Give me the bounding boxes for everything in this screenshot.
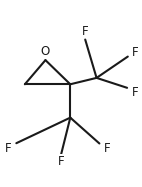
Text: F: F bbox=[132, 46, 138, 59]
Text: F: F bbox=[5, 142, 12, 155]
Text: F: F bbox=[104, 142, 110, 155]
Text: F: F bbox=[58, 155, 64, 168]
Text: F: F bbox=[132, 86, 138, 99]
Text: F: F bbox=[82, 24, 88, 38]
Text: O: O bbox=[41, 45, 50, 58]
